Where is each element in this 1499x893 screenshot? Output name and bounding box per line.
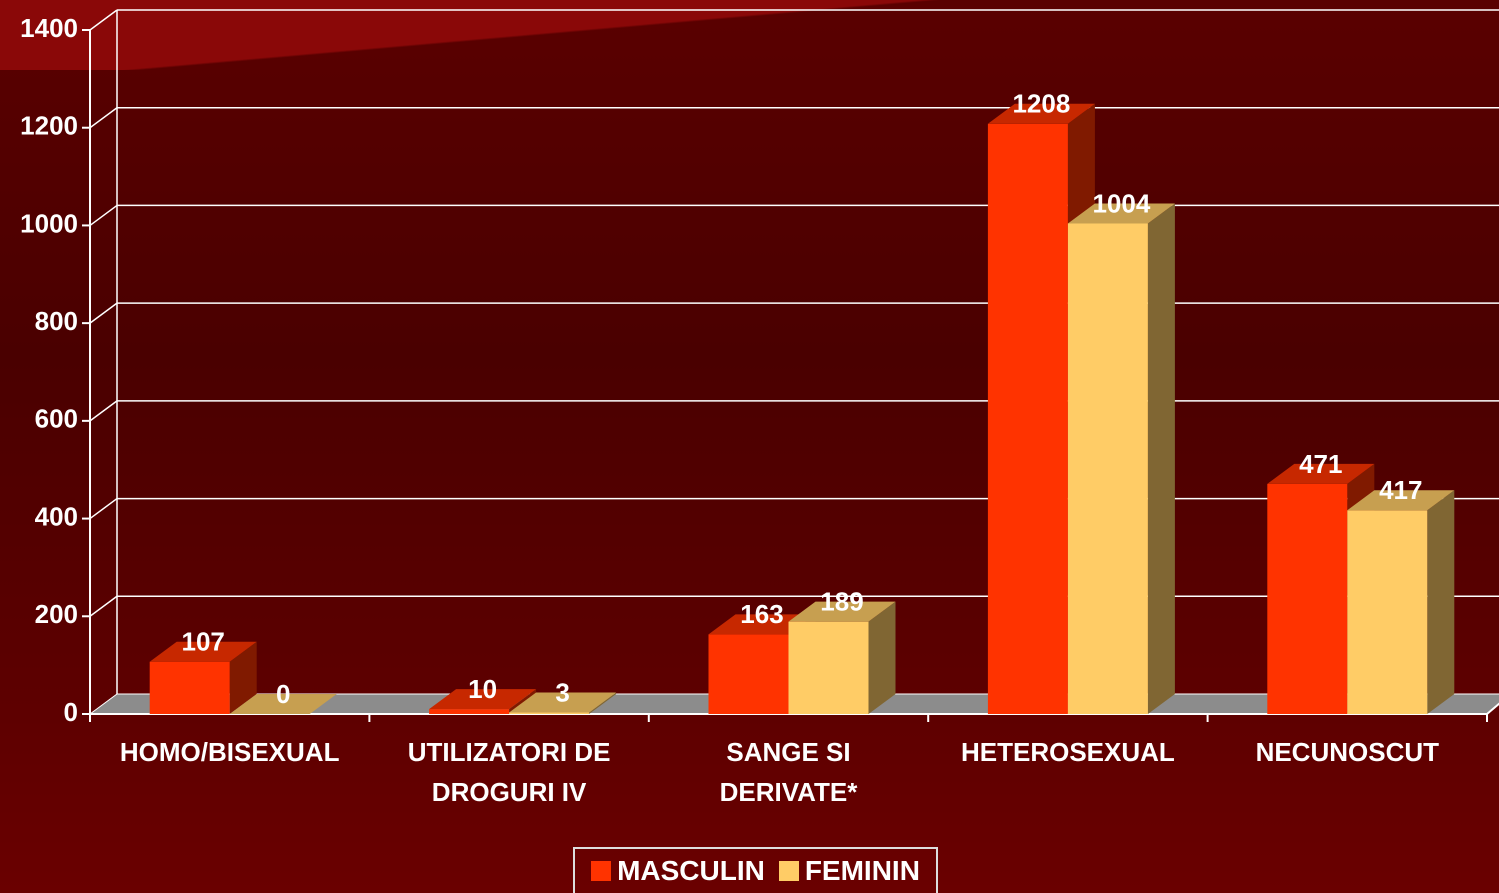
bar-top bbox=[788, 601, 896, 622]
legend-swatch bbox=[591, 861, 612, 881]
y-tick-label: 1400 bbox=[20, 13, 78, 43]
grid-line bbox=[89, 302, 118, 324]
bar-top bbox=[1067, 203, 1175, 224]
bar bbox=[708, 634, 789, 714]
x-tick-label: HETEROSEXUAL bbox=[960, 737, 1175, 767]
value-label: 107 bbox=[182, 627, 225, 657]
bar-top bbox=[1347, 490, 1455, 511]
bar-top bbox=[987, 103, 1095, 124]
bar bbox=[1347, 510, 1428, 714]
grid-line bbox=[89, 107, 118, 129]
bar bbox=[149, 661, 230, 714]
grid-line bbox=[89, 9, 118, 31]
y-tick-label: 400 bbox=[35, 501, 78, 531]
legend-item: MASCULIN bbox=[591, 855, 765, 887]
value-label: 1208 bbox=[1012, 89, 1070, 119]
bar-side bbox=[1427, 490, 1455, 714]
value-label: 0 bbox=[276, 679, 290, 709]
y-tick-label: 1200 bbox=[20, 111, 78, 141]
x-tick-label: NECUNOSCUT bbox=[1255, 737, 1440, 767]
legend-label: MASCULIN bbox=[617, 855, 765, 886]
value-label: 1004 bbox=[1092, 188, 1150, 218]
grid-line bbox=[89, 204, 118, 227]
bar-side bbox=[1147, 203, 1175, 714]
x-tick-label: SANGE SI DERIVATE* bbox=[719, 737, 858, 807]
x-tick-label: HOMO/BISEXUAL bbox=[119, 737, 340, 767]
y-tick-label: 200 bbox=[35, 599, 78, 629]
bar bbox=[1067, 223, 1148, 714]
bar-top bbox=[149, 641, 257, 662]
bar-side bbox=[868, 601, 896, 714]
y-tick-label: 800 bbox=[35, 306, 78, 336]
grid-line bbox=[89, 595, 118, 617]
y-tick-label: 0 bbox=[64, 697, 78, 727]
bar-top bbox=[1267, 463, 1375, 484]
legend-label: FEMININ bbox=[804, 855, 920, 886]
x-tick-label: UTILIZATORI DE DROGURI IV bbox=[407, 737, 611, 807]
bar-top bbox=[229, 694, 337, 714]
bar bbox=[509, 712, 590, 714]
background-streak bbox=[0, 0, 1499, 70]
value-label: 189 bbox=[820, 587, 863, 617]
y-tick-label: 1000 bbox=[20, 208, 78, 238]
bar bbox=[1267, 483, 1348, 714]
legend-item: FEMININ bbox=[778, 855, 920, 887]
value-label: 471 bbox=[1299, 449, 1342, 479]
bar bbox=[429, 709, 510, 714]
grid-line bbox=[89, 400, 118, 422]
bar bbox=[987, 123, 1068, 714]
grid-line bbox=[89, 497, 118, 520]
value-label: 163 bbox=[740, 599, 783, 629]
bar-top bbox=[429, 689, 537, 710]
legend-swatch bbox=[778, 861, 799, 881]
bar-side bbox=[589, 692, 617, 714]
bar bbox=[788, 621, 869, 714]
legend: MASCULIN FEMININ bbox=[573, 847, 938, 893]
value-label: 417 bbox=[1379, 475, 1422, 505]
y-tick-label: 600 bbox=[35, 404, 78, 434]
bar-side bbox=[229, 641, 257, 714]
value-label: 3 bbox=[555, 677, 569, 707]
bar-top bbox=[509, 692, 617, 713]
value-label: 10 bbox=[468, 674, 497, 704]
